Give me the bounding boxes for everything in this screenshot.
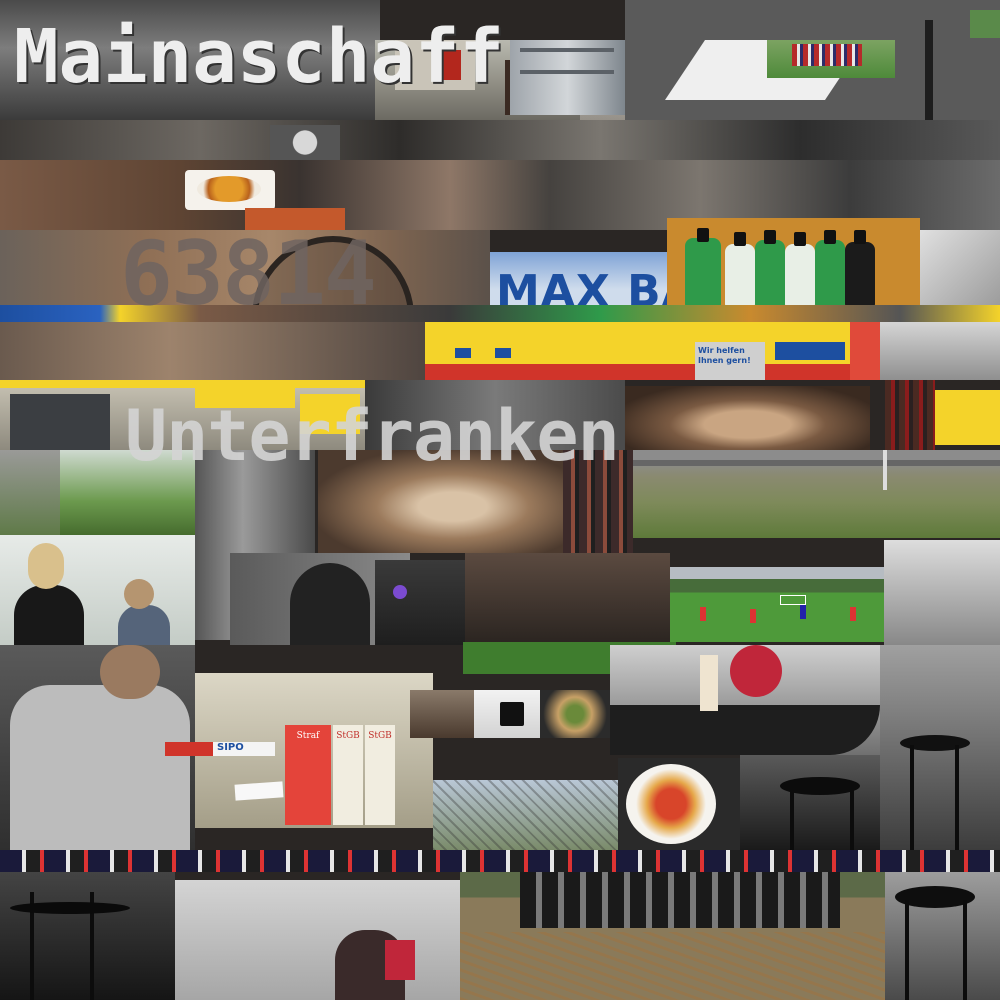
overlay-title: Mainaschaff — [14, 14, 505, 100]
photo-bar-shelf-interior — [365, 380, 625, 450]
book-red-label: Straf — [296, 731, 320, 741]
photo-wine-shelf — [885, 380, 935, 450]
photo-red-tile — [245, 208, 345, 230]
photo-team-green-jerseys — [667, 218, 920, 306]
photo-pitch-corner — [970, 10, 1000, 38]
photo-fries-plate — [185, 170, 275, 210]
photo-portrait-man — [474, 690, 540, 738]
photo-pasta-plate — [618, 758, 740, 850]
book-white-1: StGB — [333, 725, 363, 825]
photo-tunnel-cellar — [625, 386, 870, 450]
photo-bw-stool-bottom — [885, 872, 1000, 1000]
photo-sports-fence — [433, 780, 618, 850]
photo-bw-window — [880, 322, 1000, 380]
photo-bar-counter — [465, 553, 670, 645]
photo-bw-skylight-2 — [920, 230, 1000, 310]
photo-man-gray-closeup — [175, 880, 460, 1000]
photo-cave-interior — [318, 450, 563, 553]
photo-store-entrance — [0, 380, 365, 450]
photo-bw-bar-stools-2 — [740, 755, 880, 850]
photo-bw-cafe-chairs — [884, 540, 1000, 645]
overlay-region: Unterfranken — [125, 395, 620, 477]
photo-trees-window — [60, 450, 195, 535]
book-red: Straf — [285, 725, 331, 825]
photo-cafe-woman — [0, 535, 195, 645]
photo-person-red-jacket — [850, 322, 880, 380]
photo-team-on-pitch — [767, 40, 895, 78]
book-white-1-label: StGB — [336, 731, 360, 741]
photo-bw-bar-table — [610, 645, 880, 755]
glitch-band-2 — [0, 305, 1000, 325]
photo-sipo-banner: SIPO — [165, 742, 275, 756]
photo-kitchen-cook — [410, 690, 474, 738]
overlay-postcode: 63814 — [120, 222, 377, 325]
photo-man-gray-sweater — [0, 645, 195, 850]
photo-team-row-band — [0, 850, 1000, 872]
photo-bw-chairs-dark — [0, 872, 175, 1000]
book-white-2: StGB — [365, 725, 395, 825]
photo-team-autumn-pitch — [460, 872, 885, 1000]
photo-bar-interior-clock — [0, 322, 425, 380]
photo-coffee-machine — [375, 560, 465, 645]
store-slogan-text: Wir helfen Ihnen gern! — [698, 346, 751, 365]
photo-building-facade — [510, 40, 625, 115]
glitch-band — [0, 120, 1000, 160]
book-white-2-label: StGB — [368, 731, 392, 741]
photo-bw-bar-stools-1 — [880, 645, 1000, 855]
photo-yellow-wall — [935, 390, 1000, 445]
photo-gravel-lot — [633, 450, 1000, 538]
sipo-banner-text: SIPO — [217, 742, 244, 753]
photo-ceiling-lamp — [270, 125, 340, 160]
photo-food-platter — [540, 690, 610, 738]
photo-football-match — [670, 567, 884, 642]
photo-parking-lot — [0, 450, 60, 535]
photo-max-bahr-store-front: Wir helfen Ihnen gern! — [425, 322, 850, 380]
photo-black-white-cafe-ceiling — [0, 0, 380, 120]
